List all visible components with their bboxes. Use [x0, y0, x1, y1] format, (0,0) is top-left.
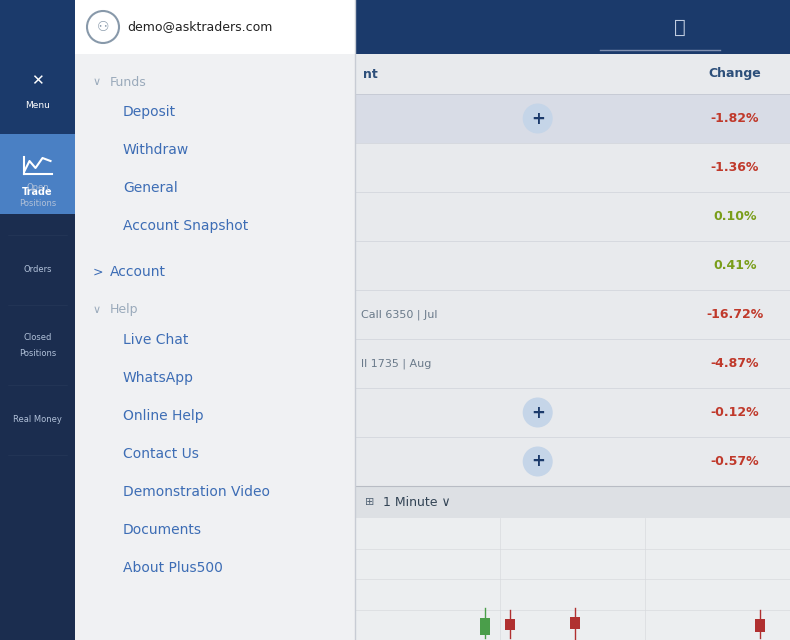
- Text: Positions: Positions: [19, 198, 56, 207]
- Text: WhatsApp: WhatsApp: [123, 371, 194, 385]
- Bar: [0, 134, 75, 214]
- Text: -1.82%: -1.82%: [711, 112, 759, 125]
- Text: >: >: [93, 266, 103, 278]
- Text: Account: Account: [110, 265, 166, 279]
- Circle shape: [523, 104, 553, 134]
- Bar: [355, 518, 790, 640]
- Bar: [355, 486, 790, 518]
- Text: +: +: [531, 403, 544, 422]
- Text: Real Money: Real Money: [13, 415, 62, 424]
- Text: 0.41%: 0.41%: [713, 259, 757, 272]
- Text: -0.12%: -0.12%: [711, 406, 759, 419]
- Text: ll 1735 | Aug: ll 1735 | Aug: [361, 358, 431, 369]
- Text: Funds: Funds: [110, 76, 147, 88]
- Text: Help: Help: [110, 303, 138, 317]
- Text: Online Help: Online Help: [123, 409, 204, 423]
- Bar: [75, 0, 355, 54]
- Text: Open: Open: [26, 182, 49, 191]
- Text: Orders: Orders: [23, 266, 52, 275]
- Text: -1.36%: -1.36%: [711, 161, 759, 174]
- Text: Trade: Trade: [22, 187, 53, 197]
- Text: Withdraw: Withdraw: [123, 143, 190, 157]
- Text: +: +: [531, 109, 544, 127]
- Text: -4.87%: -4.87%: [711, 357, 759, 370]
- Text: ∨: ∨: [93, 305, 101, 315]
- Text: Call 6350 | Jul: Call 6350 | Jul: [361, 309, 438, 320]
- Text: Account Snapshot: Account Snapshot: [123, 219, 248, 233]
- Circle shape: [523, 397, 553, 428]
- Text: 1 Minute ∨: 1 Minute ∨: [383, 495, 450, 509]
- Bar: [570, 617, 580, 629]
- Bar: [505, 619, 515, 630]
- Text: Menu: Menu: [25, 102, 50, 111]
- Circle shape: [523, 447, 553, 477]
- Bar: [75, 0, 355, 640]
- Text: -16.72%: -16.72%: [706, 308, 764, 321]
- Text: 0.10%: 0.10%: [713, 210, 757, 223]
- Text: Demonstration Video: Demonstration Video: [123, 485, 270, 499]
- Bar: [0, 54, 75, 640]
- Text: Closed: Closed: [24, 333, 51, 342]
- Text: ⌕: ⌕: [674, 17, 686, 36]
- Text: demo@asktraders.com: demo@asktraders.com: [127, 20, 273, 33]
- Bar: [755, 619, 765, 632]
- Text: nt: nt: [363, 67, 378, 81]
- Text: Deposit: Deposit: [123, 105, 176, 119]
- Text: Positions: Positions: [19, 349, 56, 358]
- Text: Change: Change: [709, 67, 762, 81]
- Text: Contact Us: Contact Us: [123, 447, 199, 461]
- Bar: [355, 94, 790, 143]
- Text: ⊞: ⊞: [365, 497, 374, 507]
- Text: Documents: Documents: [123, 523, 202, 537]
- Bar: [0, 54, 75, 134]
- Text: ⚇: ⚇: [96, 20, 109, 34]
- Text: Live Chat: Live Chat: [123, 333, 188, 347]
- Text: About Plus500: About Plus500: [123, 561, 223, 575]
- Text: +: +: [531, 452, 544, 470]
- Text: ✕: ✕: [31, 74, 44, 88]
- Text: ∨: ∨: [93, 77, 101, 87]
- Bar: [0, 0, 790, 54]
- Bar: [355, 54, 790, 94]
- Bar: [480, 618, 490, 635]
- Text: General: General: [123, 181, 178, 195]
- Text: -0.57%: -0.57%: [711, 455, 759, 468]
